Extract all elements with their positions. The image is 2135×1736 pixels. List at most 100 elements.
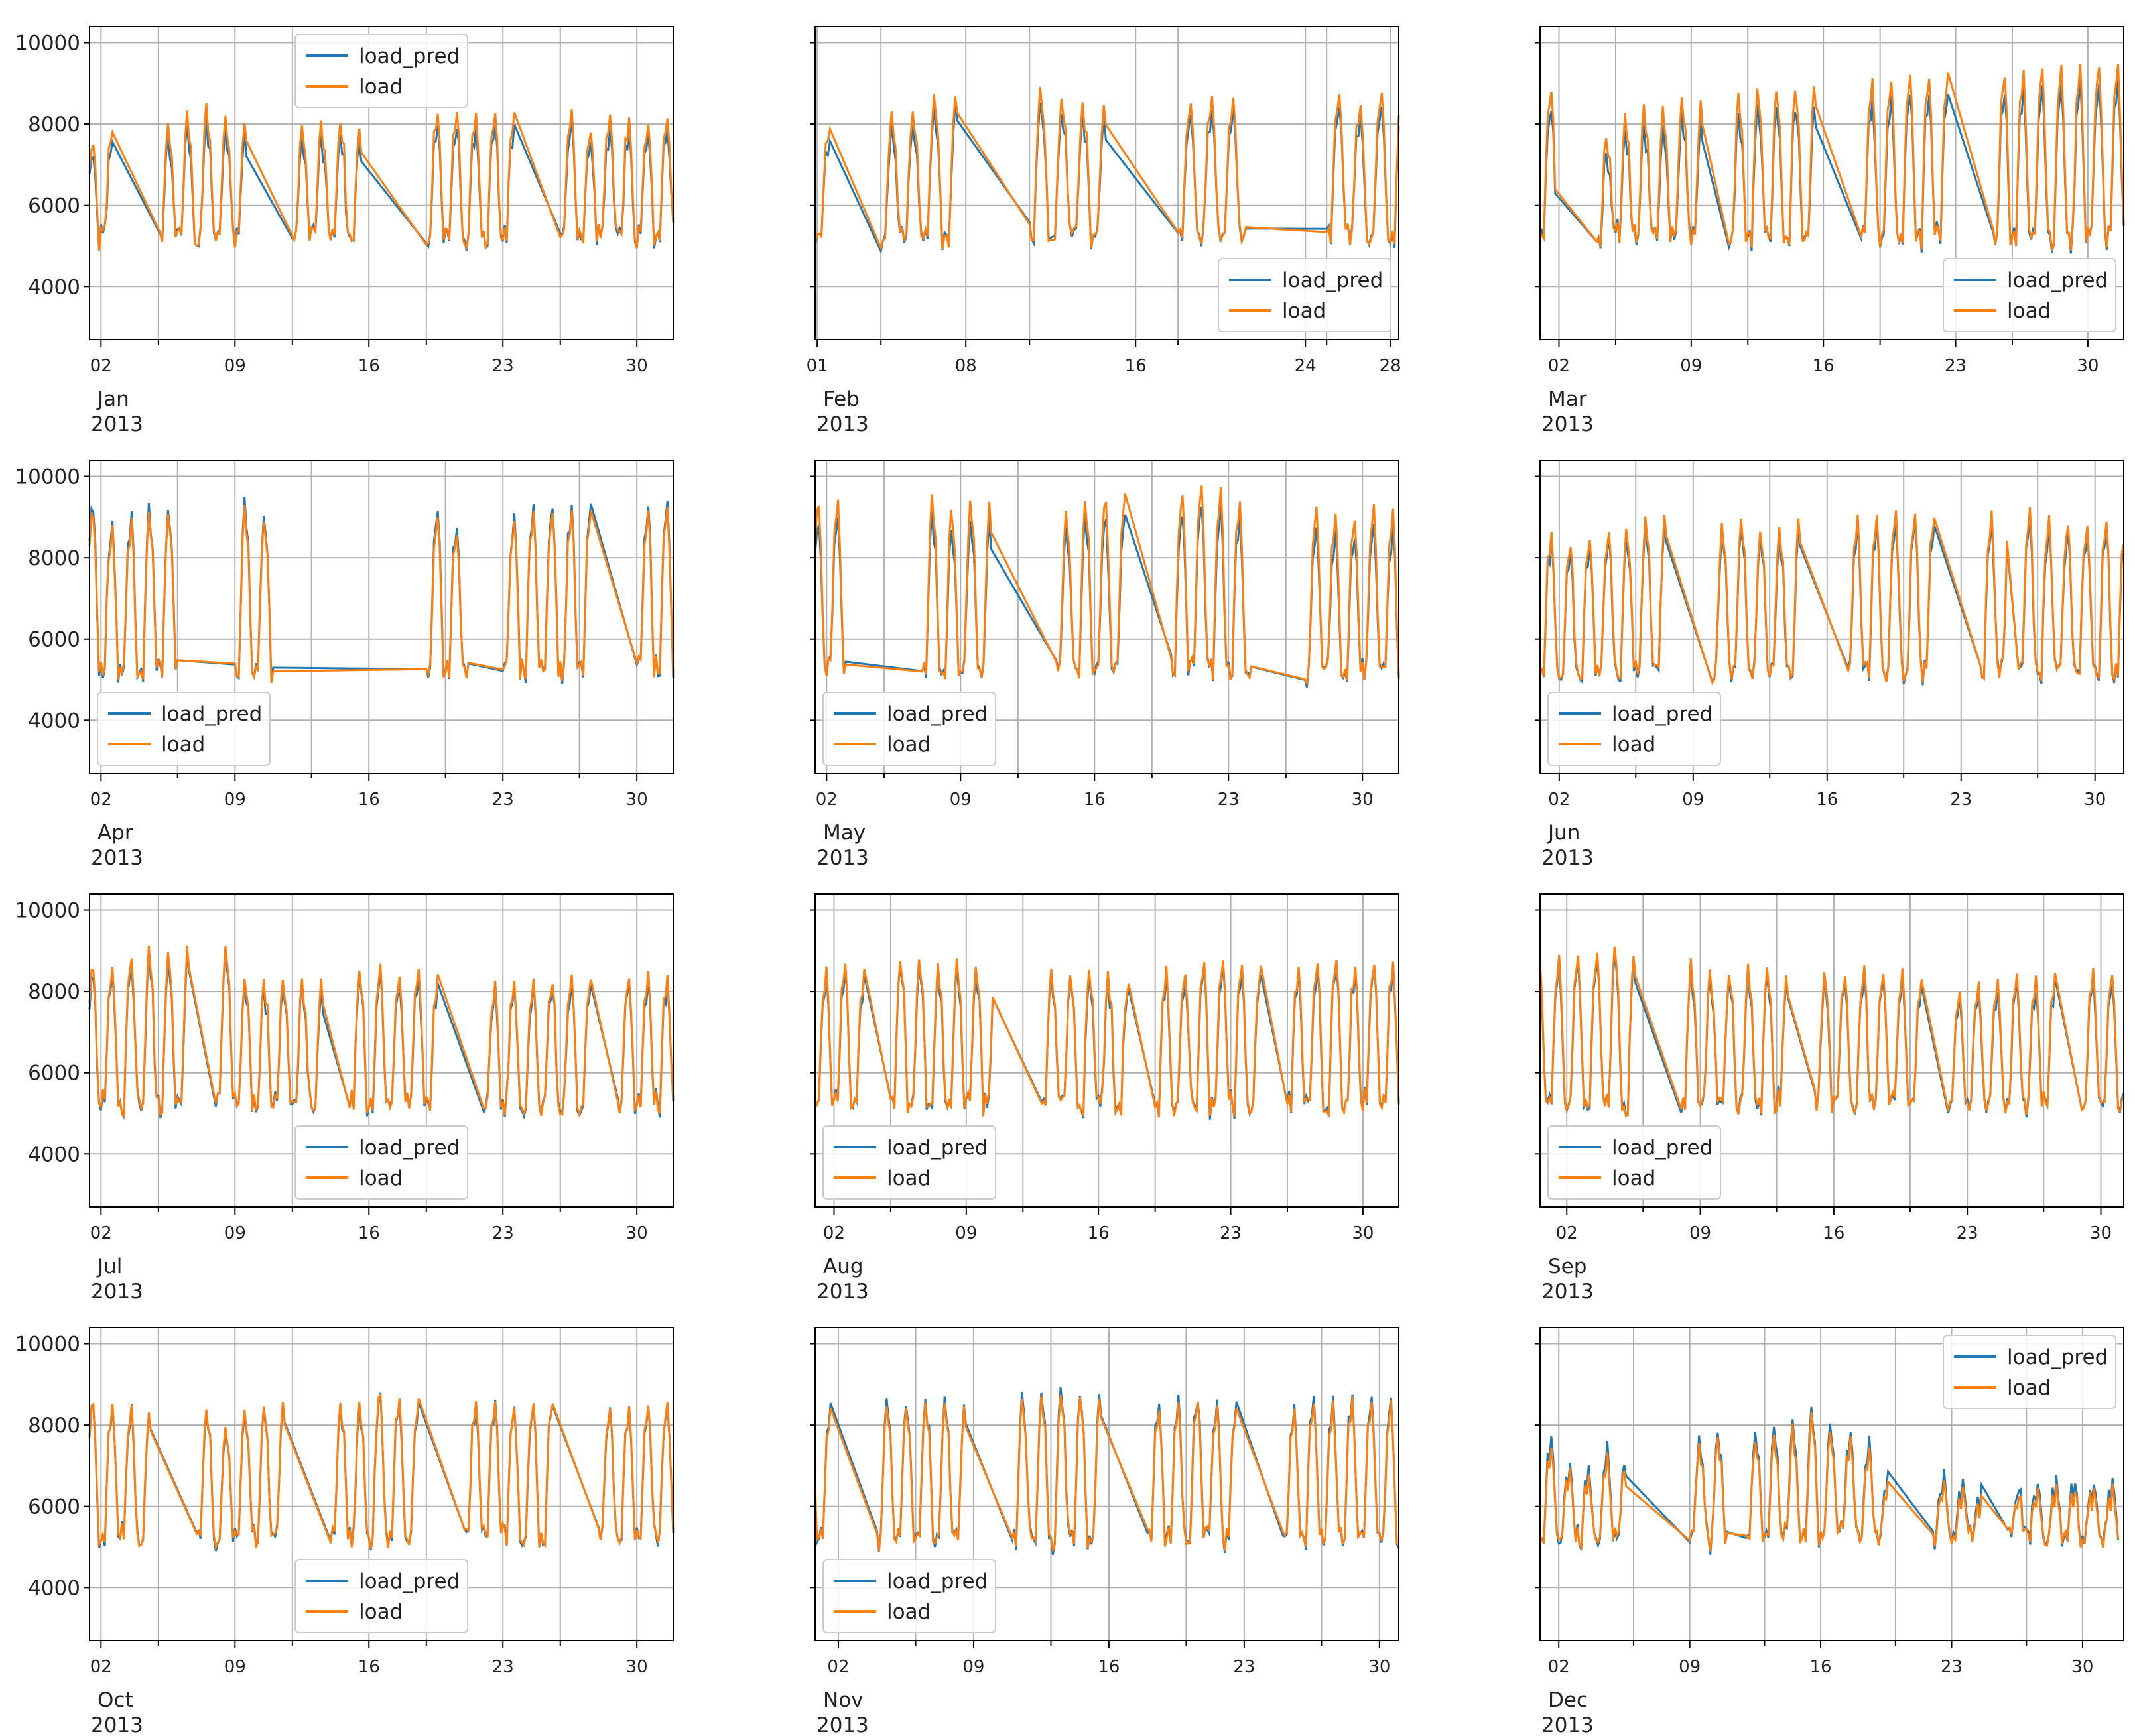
- x-tick-label: 23: [1233, 1657, 1255, 1677]
- x-tick-label: 24: [1295, 356, 1317, 376]
- x-tick-label: 02: [90, 356, 112, 376]
- load-line: [1539, 64, 2125, 253]
- legend-box: [294, 34, 468, 108]
- x-tick-label: 02: [90, 1223, 112, 1243]
- year-label: 2013: [1541, 1713, 1594, 1736]
- load-line: [1539, 946, 2125, 1117]
- x-tick-label: 16: [358, 1223, 380, 1243]
- x-tick-label: 23: [1945, 356, 1967, 376]
- x-tick-label: 23: [1950, 790, 1972, 810]
- y-tick-label: 6000: [28, 1062, 80, 1085]
- month-label: Oct: [97, 1688, 133, 1712]
- x-tick-label: 23: [492, 1657, 514, 1677]
- legend-label-load: load: [887, 733, 931, 757]
- x-tick-label: 16: [1084, 790, 1106, 810]
- legend-label-load_pred: load_pred: [359, 44, 460, 68]
- month-label: Apr: [97, 821, 133, 845]
- x-tick-label: 02: [1548, 790, 1570, 810]
- x-tick-label: 23: [492, 790, 514, 810]
- x-tick-label: 30: [1352, 790, 1374, 810]
- legend-label-load_pred: load_pred: [1282, 269, 1383, 292]
- load-line: [814, 86, 1400, 251]
- y-tick-label: 6000: [28, 194, 80, 218]
- year-label: 2013: [816, 846, 869, 870]
- legend-box: [822, 1125, 996, 1200]
- x-tick-label: 16: [1088, 1223, 1110, 1243]
- x-tick-label: 16: [1823, 1223, 1844, 1243]
- legend-label-load_pred: load_pred: [2007, 1345, 2108, 1369]
- year-label: 2013: [91, 1713, 143, 1736]
- y-tick-label: 4000: [28, 1143, 80, 1166]
- x-tick-label: 16: [358, 790, 380, 810]
- x-tick-label: 09: [224, 1223, 246, 1243]
- x-tick-label: 09: [955, 1223, 977, 1243]
- load-line: [88, 505, 675, 684]
- x-tick-label: 09: [1679, 1657, 1701, 1677]
- legend-label-load: load: [2007, 1376, 2051, 1400]
- y-tick-label: 6000: [28, 628, 80, 652]
- x-tick-label: 30: [1352, 1223, 1374, 1243]
- legend-label-load_pred: load_pred: [359, 1136, 460, 1160]
- x-tick-label: 02: [1556, 1223, 1578, 1243]
- month-label: Aug: [823, 1255, 864, 1278]
- y-tick-label: 6000: [28, 1495, 80, 1519]
- legend-label-load_pred: load_pred: [1612, 702, 1713, 726]
- x-tick-label: 08: [955, 356, 977, 376]
- month-label: Feb: [823, 387, 860, 411]
- legend-label-load: load: [887, 1600, 931, 1624]
- load-line: [814, 958, 1400, 1118]
- month-label: Jul: [96, 1255, 122, 1278]
- x-tick-label: 23: [492, 1223, 514, 1243]
- y-tick-label: 10000: [15, 32, 80, 56]
- x-tick-label: 02: [1548, 1657, 1570, 1677]
- x-tick-label: 02: [823, 1223, 845, 1243]
- x-tick-label: 16: [1098, 1657, 1120, 1677]
- x-tick-label: 23: [1957, 1223, 1978, 1243]
- x-tick-label: 28: [1380, 356, 1401, 376]
- legend-label-load_pred: load_pred: [887, 1570, 988, 1593]
- legend-label-load_pred: load_pred: [359, 1570, 460, 1593]
- month-label: May: [823, 821, 866, 845]
- legend-label-load_pred: load_pred: [887, 702, 988, 726]
- month-label: Jun: [1547, 821, 1580, 845]
- y-tick-label: 4000: [28, 275, 80, 299]
- month-label: Nov: [823, 1688, 864, 1712]
- x-tick-label: 30: [626, 356, 648, 376]
- load-line: [1539, 507, 2125, 686]
- legend-label-load: load: [161, 733, 205, 757]
- legend-label-load_pred: load_pred: [1612, 1136, 1713, 1160]
- legend-label-load_pred: load_pred: [2007, 269, 2108, 292]
- y-tick-label: 8000: [28, 980, 80, 1004]
- x-tick-label: 02: [827, 1657, 849, 1677]
- x-tick-label: 09: [950, 790, 972, 810]
- axes-frame: [1539, 460, 2124, 774]
- month-label: Sep: [1548, 1255, 1586, 1278]
- x-tick-label: 16: [1813, 356, 1835, 376]
- x-tick-label: 09: [224, 356, 246, 376]
- axes-frame: [814, 1327, 1399, 1641]
- y-tick-label: 4000: [28, 709, 80, 733]
- legend-label-load: load: [1282, 299, 1326, 323]
- legend-label-load: load: [2007, 299, 2051, 323]
- axes-frame: [89, 1327, 674, 1641]
- x-tick-label: 09: [1689, 1223, 1711, 1243]
- load-line: [88, 103, 675, 251]
- x-tick-label: 16: [1816, 790, 1838, 810]
- x-tick-label: 09: [962, 1657, 984, 1677]
- axes-frame: [89, 893, 674, 1208]
- y-tick-label: 10000: [15, 899, 80, 923]
- legend-box: [97, 692, 271, 766]
- load-line: [1539, 1412, 2119, 1552]
- load-line: [814, 485, 1400, 687]
- x-tick-label: 01: [807, 356, 828, 376]
